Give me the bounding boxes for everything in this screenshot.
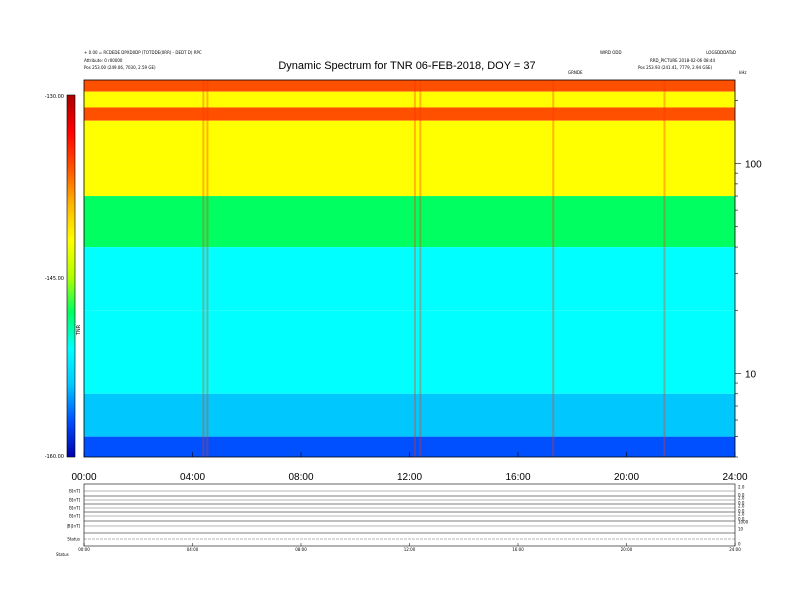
lower-x-tick-label: 24:00 [729,547,741,552]
spectrogram-bands [84,80,735,457]
x-tick-label: 12:00 [397,472,422,483]
chart-title: Dynamic Spectrum for TNR 06-FEB-2018, DO… [278,60,535,72]
x-tick-label: 16:00 [505,472,530,483]
lower-bottom-left-label: Status [56,552,69,557]
spectrum-band-9 [84,436,735,457]
lower-x-tick-label: 08:00 [295,547,307,552]
colorbar [66,94,76,458]
lower-right-tick-label: 0 [738,542,741,547]
lower-right-tick-label: 2.0 [738,512,745,517]
header-left-line1: + 0.00 = RCDEDE DPXD0DP (TOTDDE(0RR) - D… [84,50,202,55]
lower-right-tick-label: 0.0 [738,493,745,498]
burst-1 [206,80,209,457]
header-right-line3: Pos 253.93 (241.41, 7779, 2.94 GSE) [638,65,713,70]
lower-x-tick-label: 04:00 [187,547,199,552]
lower-right-tick-label: 2.0 [738,504,745,509]
burst-4 [552,80,555,457]
spectrum-band-0 [84,80,735,92]
lower-panel-label: |B|[nT] [66,524,80,529]
burst-2 [413,80,416,457]
colorbar-unit-label: TNR [76,324,82,336]
lower-panel-label: B[nT] [69,498,80,503]
colorbar-bottom-label: -160.00 [45,454,64,460]
y-tick-label: 10 [745,369,757,380]
header-right-line2: RRD_PICTURE 2018-02-06 08:44 [650,58,715,63]
burst-3 [419,80,422,457]
lower-panel-label: B[nT] [69,489,80,494]
header-right-line1b: LOGSDDDATaD [706,50,736,55]
header-left-line3: Pos 253.00 (249.06, 7030, 2.59 GE) [84,65,156,70]
x-tick-label: 04:00 [180,472,205,483]
lower-right-tick-label: 2.0 [738,496,745,501]
x-axis: 00:00 04:00 08:00 12:00 16:00 20:00 24:00 [71,452,748,483]
lower-right-tick-label: 0.0 [738,517,745,522]
spectrum-band-4 [84,163,735,197]
lower-x-tick-label: 12:00 [404,547,416,552]
header-left-line2: Attribute: 0 r00000 [84,58,123,63]
lower-x-tick-label: 16:00 [512,547,524,552]
burst-0 [202,80,205,457]
spectrum-band-2 [84,107,735,121]
lower-panels: B[nT]B[nT]B[nT]B[nT]|B|[nT]Status2.00.02… [66,483,749,552]
lower-right-tick-label: 0.0 [738,501,745,506]
lower-x-tick-label: 20:00 [621,547,633,552]
burst-5 [663,80,666,457]
x-tick-label: 20:00 [614,472,639,483]
lower-x-tick-label: 00:00 [78,547,90,552]
spectrogram-plot [83,79,736,458]
x-tick-label: 08:00 [288,472,313,483]
header-center-right: GRNDE [568,70,583,75]
y-tick-label: 100 [745,160,762,171]
lower-panel-label: B[nT] [69,506,80,511]
lower-right-tick-label: 10 [738,527,744,532]
lower-panel-label: Status [67,537,80,542]
spectrum-band-7 [84,310,735,394]
lower-right-tick-label: 2.0 [738,485,745,490]
header-right-line1a: WIRD ODD [600,50,622,55]
spectrogram-bursts [202,80,666,457]
spectrum-band-6 [84,247,735,311]
lower-right-tick-label: 0.0 [738,509,745,514]
spectrum-band-1 [84,91,735,108]
y-unit-label: kHz [739,70,746,75]
lower-panel-label: B[nT] [69,514,80,519]
lower-panels-frame [83,483,736,547]
lower-right-tick-label: 1000 [738,520,749,525]
x-tick-label: 00:00 [71,472,96,483]
x-tick-label: 24:00 [722,472,747,483]
spectrum-band-5 [84,196,735,248]
colorbar-top-label: -130.00 [45,94,64,100]
spectrum-band-8 [84,393,735,437]
colorbar-mid-label: -145.00 [45,276,64,282]
spectrum-band-3 [84,120,735,164]
y-axis-right: 10 100 [735,100,762,458]
